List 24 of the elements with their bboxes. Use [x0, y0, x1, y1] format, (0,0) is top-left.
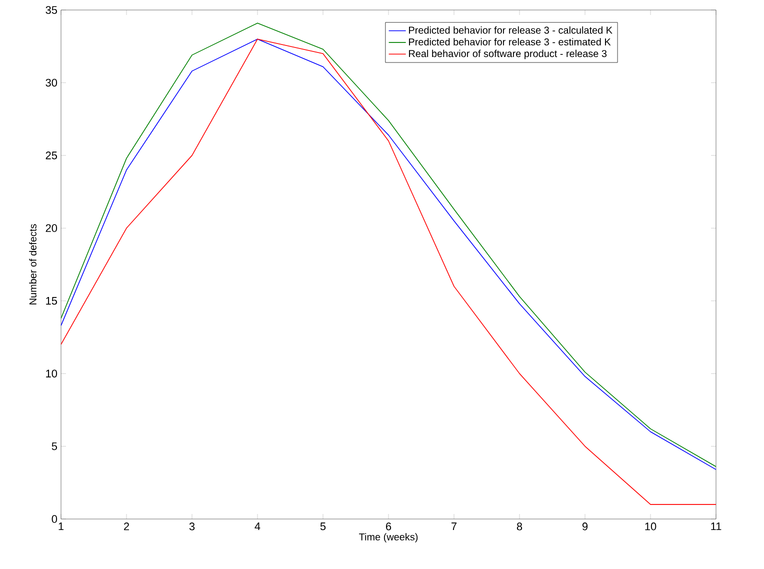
x-tick-label: 6	[386, 522, 392, 530]
y-tick-label: 20	[46, 224, 58, 232]
y-tick-label: 35	[46, 6, 58, 14]
x-tick-label: 5	[320, 522, 326, 530]
y-tick-label: 15	[46, 297, 58, 305]
y-tick-label: 30	[46, 78, 58, 87]
x-tick-label: 1	[58, 522, 64, 530]
y-tick-label: 0	[52, 515, 58, 523]
y-axis-title: Number of defects	[29, 224, 36, 304]
x-tick-label: 7	[452, 522, 457, 530]
x-tick-label: 10	[645, 522, 656, 530]
x-axis-title: Time (weeks)	[359, 533, 418, 542]
y-tick-label: 10	[46, 370, 58, 378]
y-tick-label: 25	[46, 152, 58, 160]
x-tick-label: 4	[254, 522, 260, 530]
x-tick-label: 11	[711, 522, 722, 530]
x-tick-label: 2	[124, 522, 129, 530]
x-tick-label: 8	[516, 522, 522, 530]
legend-label: Predicted behavior for release 3 - calculated K	[409, 26, 612, 34]
x-tick-label: 9	[582, 522, 588, 530]
legend-label: Predicted behavior for release 3 - estimated K	[409, 38, 611, 46]
y-tick-label: 5	[52, 442, 58, 450]
x-tick-label: 3	[189, 522, 195, 530]
legend-label: Real behavior of software product - release 3	[409, 50, 607, 60]
